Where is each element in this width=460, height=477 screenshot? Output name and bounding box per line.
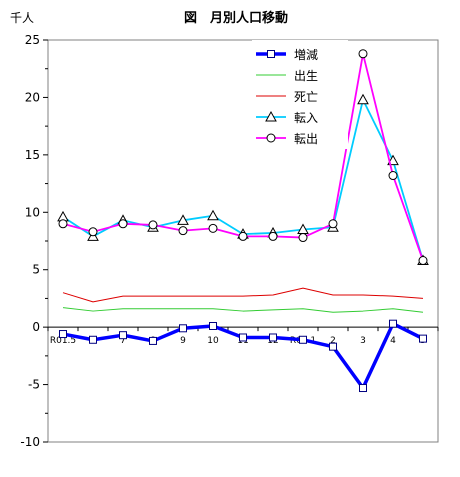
data-point-増減 (119, 331, 127, 340)
data-point-増減 (149, 336, 157, 345)
y-tick-label: 20 (25, 90, 40, 104)
data-point-増減 (179, 324, 187, 333)
data-point-転出 (208, 223, 218, 233)
data-point-増減 (239, 333, 247, 342)
data-point-転出 (388, 171, 398, 181)
y-tick-label: 5 (32, 263, 40, 277)
data-point-増減 (329, 342, 337, 351)
data-point-増減 (389, 319, 397, 328)
legend-label-転出: 転出 (294, 132, 318, 146)
x-tick-label: 4 (390, 336, 396, 346)
plot-frame (47, 39, 439, 443)
data-point-増減 (59, 330, 67, 339)
x-tick-label: 9 (180, 336, 186, 346)
x-tick-label: 10 (207, 336, 219, 346)
x-tick-label: 2 (330, 336, 336, 346)
data-point-転出 (148, 220, 158, 230)
y-tick-label: -5 (28, 378, 40, 392)
legend-label-死亡: 死亡 (294, 90, 318, 104)
x-tick-label: 3 (360, 336, 366, 346)
x-tick-label: 7 (120, 336, 126, 346)
legend-label-増減: 増減 (294, 47, 318, 62)
y-tick-label: -10 (20, 435, 40, 449)
data-point-転入 (207, 209, 219, 221)
data-point-転出 (298, 233, 308, 243)
y-tick-label: 0 (32, 320, 40, 334)
data-point-転入 (177, 214, 189, 225)
data-point-転出 (358, 49, 368, 59)
data-point-転出 (88, 227, 98, 237)
data-point-転出 (58, 219, 68, 229)
data-point-転出 (328, 219, 338, 229)
data-point-転出 (178, 226, 188, 236)
data-point-増減 (359, 384, 367, 393)
data-point-増減 (299, 335, 307, 344)
data-point-転出 (118, 219, 128, 229)
legend-box (252, 40, 348, 149)
y-tick-label: 25 (25, 33, 40, 47)
y-tick-label: 15 (25, 148, 40, 162)
data-point-増減 (419, 334, 427, 343)
data-point-転出 (238, 231, 248, 241)
chart-title: 図 月別人口移動 (184, 10, 288, 26)
legend-marker-転出 (266, 133, 276, 143)
data-point-増減 (269, 333, 277, 342)
legend-label-転入: 転入 (294, 111, 318, 125)
x-tick-label: R01.5 (50, 336, 76, 346)
legend-marker-増減 (267, 50, 275, 58)
legend-marker-転入 (265, 110, 277, 122)
data-point-転入 (357, 93, 369, 105)
data-point-転出 (268, 231, 278, 241)
series-line-死亡 (62, 287, 424, 303)
y-unit-label: 千人 (10, 11, 34, 25)
legend-label-出生: 出生 (294, 69, 318, 83)
series-line-出生 (62, 307, 424, 313)
data-point-転出 (418, 256, 428, 266)
data-point-増減 (209, 321, 217, 330)
y-tick-label: 10 (25, 205, 40, 219)
data-point-増減 (89, 335, 97, 344)
